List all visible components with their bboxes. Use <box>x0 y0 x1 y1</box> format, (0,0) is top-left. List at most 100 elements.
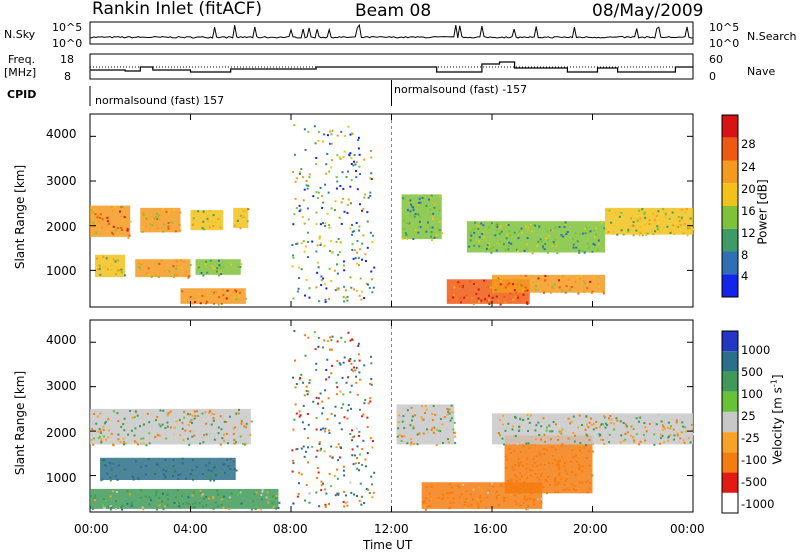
velocity-region-5-cell <box>581 481 584 484</box>
power-region-11-cell <box>586 226 588 229</box>
power-region-5-cell <box>172 276 175 279</box>
power-noise <box>305 179 308 182</box>
power-noise <box>324 298 327 301</box>
power-region-12-cell <box>654 230 656 233</box>
velocity-region-3-cell <box>447 438 450 441</box>
power-region-12-cell <box>680 208 683 211</box>
velocity-region-0-cell <box>203 434 205 437</box>
power-region-1-cell <box>155 215 157 218</box>
power-region-11-cell <box>546 230 549 233</box>
velocity-region-0-cell <box>238 408 240 411</box>
power-region-6-cell <box>240 263 243 266</box>
power-region-10-cell <box>524 289 527 292</box>
power-noise <box>315 156 318 159</box>
power-noise <box>351 243 354 246</box>
power-region-5-cell <box>147 267 150 270</box>
power-region-0-cell <box>119 210 121 213</box>
velocity-noise <box>336 477 339 480</box>
power-region-12-cell <box>622 233 625 236</box>
velocity-region-5-cell <box>579 449 582 452</box>
power-noise <box>358 229 361 232</box>
velocity-noise <box>351 448 354 451</box>
velocity-region-0-cell <box>179 434 182 437</box>
velocity-region-0-cell <box>189 413 192 416</box>
velocity-noise <box>351 429 354 432</box>
velocity-colorbar-cell <box>722 371 738 392</box>
velocity-region-3-cell <box>420 405 423 408</box>
velocity-region-6-cell <box>624 438 627 441</box>
power-noise <box>361 258 364 261</box>
velocity-region-3-cell <box>422 432 425 435</box>
velocity-noise <box>306 393 309 396</box>
time-tick-12: 12:00 <box>374 522 409 536</box>
velocity-region-2-cell <box>191 494 194 497</box>
velocity-region-6-cell <box>680 431 683 434</box>
velocity-noise <box>357 353 360 356</box>
velocity-noise <box>335 446 338 449</box>
velocity-region-0-cell <box>96 415 99 418</box>
velocity-region-2-cell <box>253 493 256 495</box>
power-region-1-cell <box>151 218 154 221</box>
velocity-region-6-cell <box>551 430 554 433</box>
power-region-8-cell <box>410 203 412 206</box>
power-region-6-cell <box>206 271 209 274</box>
velocity-region-2-cell <box>182 502 185 505</box>
velocity-region-5-cell <box>554 477 557 480</box>
velocity-region-6-cell <box>669 425 672 428</box>
power-region-8-cell <box>406 222 409 224</box>
velocity-region-1-cell <box>119 458 122 461</box>
power-region-0-cell <box>126 229 129 232</box>
velocity-region-4-cell <box>422 502 425 505</box>
velocity-noise <box>348 359 351 362</box>
power-region-12-cell <box>630 217 632 220</box>
velocity-region-0-cell <box>142 442 145 445</box>
power-region-11-cell <box>536 244 538 247</box>
velocity-noise <box>364 458 367 461</box>
velocity-region-6-cell <box>675 419 678 422</box>
power-noise <box>367 196 370 199</box>
velocity-noise <box>349 432 352 435</box>
velocity-region-2-cell <box>220 503 223 506</box>
velocity-region-5-cell <box>570 483 573 486</box>
power-region-11-cell <box>572 246 575 249</box>
velocity-noise <box>358 408 361 411</box>
power-noise <box>357 256 360 259</box>
power-noise <box>345 289 348 292</box>
power-region-1-cell <box>141 211 144 214</box>
velocity-region-5-cell <box>571 471 573 474</box>
velocity-noise <box>349 407 352 410</box>
velocity-region-2-cell <box>271 502 274 505</box>
power-region-0-cell <box>108 222 110 225</box>
velocity-region-5-cell <box>520 450 522 453</box>
velocity-region-4-cell <box>467 505 470 508</box>
velocity-region-1-cell <box>144 473 147 476</box>
velocity-region-5-cell <box>574 454 577 457</box>
velocity-region-4-cell <box>502 497 505 500</box>
velocity-region-1-cell <box>112 462 115 465</box>
velocity-noise <box>358 469 361 472</box>
power-region-3-cell <box>236 219 239 222</box>
power-region-3-cell <box>242 216 245 219</box>
velocity-noise <box>361 463 364 466</box>
velocity-region-6-cell <box>673 438 675 441</box>
power-region-11-cell <box>507 248 510 251</box>
power-region-11-cell <box>547 239 550 242</box>
power-region-0-cell <box>127 236 130 239</box>
power-region-9-cell <box>495 295 498 298</box>
velocity-region-0-cell <box>104 420 107 423</box>
power-region-10-cell <box>527 283 530 286</box>
velocity-noise <box>355 427 358 430</box>
power-region-8-cell <box>441 232 443 235</box>
power-region-8-cell <box>427 198 430 201</box>
power-region-10-cell <box>564 291 567 294</box>
velocity-region-1-cell <box>157 463 160 466</box>
power-noise <box>340 201 343 204</box>
power-noise <box>335 187 338 190</box>
velocity-region-6-cell <box>690 439 693 442</box>
velocity-region-6-cell <box>608 417 610 420</box>
power-region-11-cell <box>555 245 558 248</box>
velocity-region-3-cell <box>437 405 440 407</box>
velocity-noise <box>356 445 359 448</box>
